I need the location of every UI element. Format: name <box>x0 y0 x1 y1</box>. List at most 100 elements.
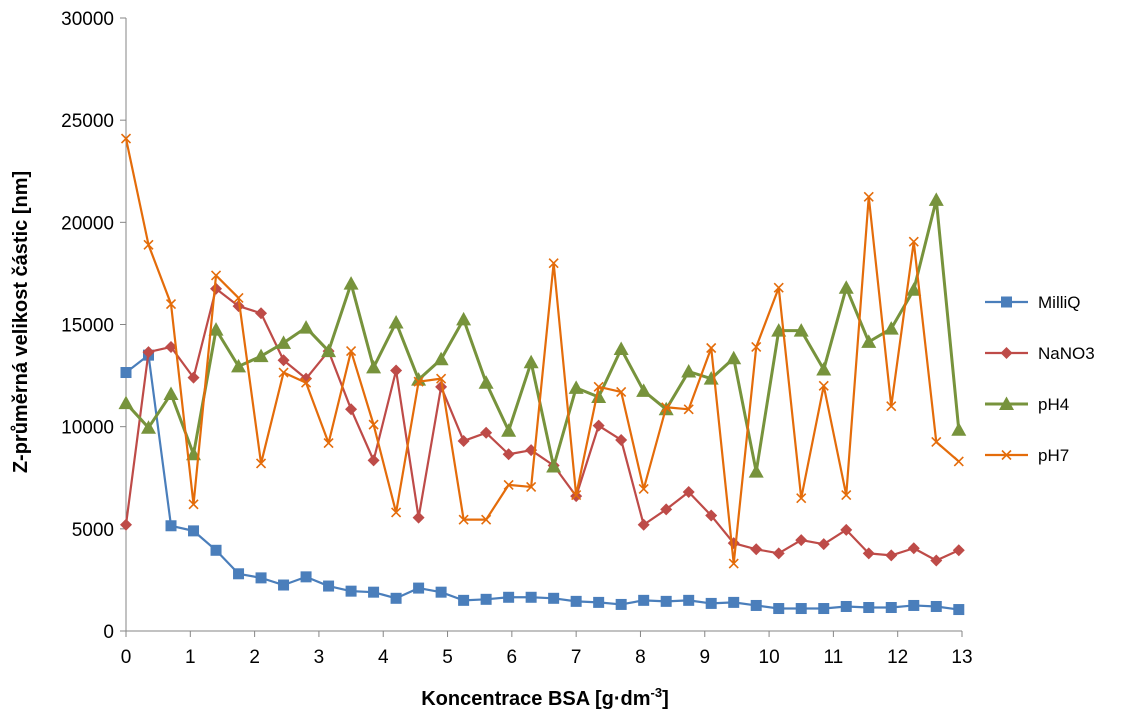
y-axis-ticks: 0 5000 10000 15000 20000 25000 30000 <box>61 9 126 643</box>
data-point <box>908 236 919 247</box>
marker-stroke <box>571 490 582 501</box>
marker-stroke <box>908 236 919 247</box>
data-point <box>278 579 290 591</box>
data-point <box>232 300 245 313</box>
marker-stroke <box>391 507 402 518</box>
marker-stroke <box>255 458 267 469</box>
legend-item-ph4: pH4 <box>985 395 1069 414</box>
marker-stroke <box>210 270 222 281</box>
x-tick-label: 8 <box>635 647 646 668</box>
data-point <box>661 402 672 413</box>
data-point <box>343 276 359 290</box>
data-point <box>163 386 179 400</box>
data-point <box>165 520 177 532</box>
marker-stroke <box>728 558 739 569</box>
marker-stroke <box>751 341 762 353</box>
data-point <box>818 603 830 615</box>
data-point <box>233 292 244 304</box>
y-axis-title: Z-průměrná velikost částic [nm] <box>10 171 32 473</box>
legend-item-milliq: MilliQ <box>985 293 1081 312</box>
marker-stroke <box>931 436 942 448</box>
data-point <box>773 603 785 615</box>
data-point <box>480 593 492 605</box>
data-point <box>435 380 448 393</box>
data-point <box>277 354 290 367</box>
x-tick-label: 0 <box>121 647 132 668</box>
marker-stroke <box>863 191 874 202</box>
data-point <box>368 586 380 598</box>
marker-stroke <box>120 133 132 144</box>
marker-stroke <box>796 493 807 504</box>
data-point <box>818 380 829 391</box>
data-point <box>636 383 652 397</box>
marker-stroke <box>346 345 357 357</box>
data-point <box>838 280 854 294</box>
data-point <box>861 334 877 348</box>
data-point <box>188 499 199 510</box>
marker-stroke <box>818 380 829 391</box>
data-point <box>840 600 852 612</box>
data-point <box>255 572 267 584</box>
data-point <box>592 419 605 432</box>
data-point <box>951 422 967 436</box>
marker-stroke <box>503 479 514 490</box>
data-point <box>928 192 944 206</box>
data-point <box>772 547 785 560</box>
data-point <box>796 493 807 504</box>
data-point <box>143 239 154 250</box>
data-point <box>841 490 852 501</box>
data-point <box>390 364 403 377</box>
data-point <box>231 358 247 373</box>
series-nano3 <box>120 282 965 567</box>
data-point <box>705 597 717 609</box>
marker-stroke <box>188 499 199 510</box>
data-point <box>255 458 267 469</box>
data-point <box>637 518 650 531</box>
data-point <box>683 404 694 415</box>
data-point <box>906 282 922 296</box>
data-point <box>706 342 717 354</box>
data-point <box>413 582 425 594</box>
marker-stroke <box>458 514 469 525</box>
marker-stroke <box>548 258 559 269</box>
marker-stroke <box>300 377 312 388</box>
y-tick-label: 15000 <box>61 316 114 337</box>
data-point <box>456 311 472 326</box>
data-point <box>481 514 492 525</box>
data-point <box>523 354 539 369</box>
data-point <box>366 359 382 374</box>
data-point <box>188 525 200 537</box>
legend-marker <box>1001 296 1012 308</box>
y-tick-label: 25000 <box>61 111 114 132</box>
marker-stroke <box>481 514 492 525</box>
data-point <box>210 282 223 295</box>
marker-stroke <box>143 239 154 250</box>
series-milliq <box>120 349 965 616</box>
data-point <box>793 323 809 337</box>
data-point <box>862 547 875 560</box>
data-point <box>885 549 898 562</box>
data-point <box>367 454 380 467</box>
data-point <box>660 595 672 607</box>
x-tick-label: 9 <box>699 647 710 668</box>
data-point <box>345 585 357 597</box>
data-point <box>931 436 942 448</box>
data-point <box>816 361 832 376</box>
data-point <box>300 571 312 583</box>
data-point <box>502 448 515 461</box>
data-point <box>593 596 605 608</box>
data-point <box>298 320 314 334</box>
data-point <box>120 518 132 531</box>
data-point <box>705 509 718 522</box>
data-point <box>388 314 404 329</box>
marker-stroke <box>368 419 379 430</box>
x-tick-label: 7 <box>571 647 582 668</box>
data-point <box>457 434 470 447</box>
data-point <box>840 523 853 536</box>
y-tick-label: 5000 <box>72 520 114 541</box>
data-point <box>165 299 177 310</box>
data-point <box>165 340 178 353</box>
x-tick-label: 6 <box>507 647 518 668</box>
data-point <box>773 282 784 293</box>
